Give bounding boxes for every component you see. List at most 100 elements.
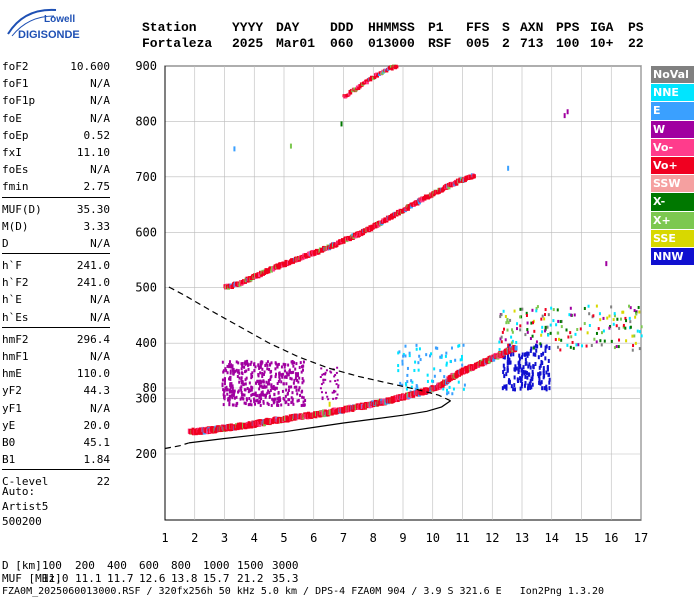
param-row: h`F2 241.0 xyxy=(2,274,110,291)
nnw-echo xyxy=(508,360,511,365)
isolated-echo xyxy=(340,121,343,127)
nnw-echo xyxy=(505,386,508,391)
nne-echo xyxy=(402,352,405,356)
nnw-echo xyxy=(514,364,517,369)
spread-f-echo xyxy=(588,312,591,316)
w-echo xyxy=(232,372,235,376)
param-value: N/A xyxy=(90,350,110,363)
nne-echo xyxy=(433,374,436,378)
w-echo xyxy=(335,371,338,374)
nnw-echo xyxy=(513,387,516,392)
f2-second-hop-echo xyxy=(455,181,459,186)
spread-f-echo xyxy=(531,308,534,312)
w-echo xyxy=(285,400,288,404)
w-echo xyxy=(280,374,283,378)
w-echo xyxy=(227,396,230,400)
spread-f-echo xyxy=(634,315,637,319)
w-echo xyxy=(287,373,290,377)
header-label-6: FFS xyxy=(466,20,490,35)
nne-echo xyxy=(405,383,408,387)
y-tick-label: 600 xyxy=(135,225,157,239)
param-value: 0.52 xyxy=(83,128,111,142)
param-row: B0 45.1 xyxy=(2,434,110,451)
w-echo xyxy=(244,388,247,392)
nne-echo xyxy=(443,375,446,379)
spread-f-echo xyxy=(572,346,575,350)
isolated-echo xyxy=(566,109,569,115)
w-echo xyxy=(266,367,269,371)
param-value: 22 xyxy=(96,475,110,489)
spread-f-echo xyxy=(539,342,542,346)
w-echo xyxy=(255,399,258,403)
spread-f-echo xyxy=(556,331,559,335)
spread-f-echo xyxy=(552,319,555,323)
x-tick-label: 5 xyxy=(280,531,287,545)
w-echo xyxy=(269,370,272,374)
w-echo xyxy=(276,381,279,385)
w-echo xyxy=(302,360,305,364)
w-echo xyxy=(301,395,304,399)
w-echo xyxy=(320,383,323,386)
w-echo xyxy=(251,371,254,375)
w-echo xyxy=(292,381,295,385)
nne-echo xyxy=(406,373,409,377)
spread-f-echo xyxy=(616,317,619,321)
spread-f-echo xyxy=(513,309,516,313)
w-echo xyxy=(223,388,226,392)
w-echo xyxy=(221,378,224,382)
w-echo xyxy=(274,372,277,376)
nne-echo xyxy=(419,358,422,362)
w-echo xyxy=(223,379,226,383)
param-name: MUF(D) xyxy=(2,202,42,216)
w-echo xyxy=(281,375,284,379)
w-echo xyxy=(272,401,275,405)
nnw-echo xyxy=(541,386,544,391)
w-echo xyxy=(229,369,232,373)
spread-f-echo xyxy=(631,348,634,352)
w-echo xyxy=(285,388,288,392)
spread-f-echo xyxy=(532,346,535,350)
spread-f-echo xyxy=(612,318,615,322)
spread-f-echo xyxy=(510,341,513,345)
w-echo xyxy=(226,388,229,392)
w-echo xyxy=(229,394,232,398)
w-echo xyxy=(250,403,253,407)
w-echo xyxy=(264,363,267,367)
spread-f-echo xyxy=(540,333,543,337)
nnw-echo xyxy=(545,344,548,349)
muf-row: MUF 11.0 11.1 11.7 12.6 13.8 15.7 21.2 35.3 [MHz… xyxy=(2,572,299,585)
nne-echo xyxy=(415,343,418,347)
nnw-echo xyxy=(526,351,529,356)
x-tick-label: 8 xyxy=(370,531,377,545)
w-echo xyxy=(244,402,247,406)
w-echo xyxy=(332,397,335,400)
f2-second-hop-echo xyxy=(335,242,339,247)
nnw-echo xyxy=(521,373,524,378)
param-row: yF1 N/A xyxy=(2,400,110,417)
w-echo xyxy=(285,371,288,375)
w-echo xyxy=(267,403,270,407)
f2-second-hop-echo xyxy=(406,206,410,211)
param-name: hmF1 xyxy=(2,350,29,363)
w-echo xyxy=(240,379,243,383)
nnw-echo xyxy=(524,357,527,362)
param-value: 44.3 xyxy=(83,384,111,398)
w-echo xyxy=(288,368,291,372)
nne-echo xyxy=(439,355,442,359)
legend-item: SSE xyxy=(651,229,694,247)
w-echo xyxy=(298,376,301,380)
spread-f-echo xyxy=(531,334,534,338)
nne-echo xyxy=(408,351,411,355)
spread-f-echo xyxy=(632,344,635,348)
spread-f-echo xyxy=(608,326,611,330)
w-echo xyxy=(285,382,288,386)
auto-label: Auto: xyxy=(2,485,36,498)
x-tick-label: 7 xyxy=(340,531,347,545)
w-echo xyxy=(245,397,248,401)
w-echo xyxy=(250,393,253,397)
spread-f-echo xyxy=(569,345,572,349)
spread-f-echo xyxy=(613,312,616,316)
spread-f-echo xyxy=(506,319,509,323)
spread-f-echo xyxy=(566,343,569,347)
